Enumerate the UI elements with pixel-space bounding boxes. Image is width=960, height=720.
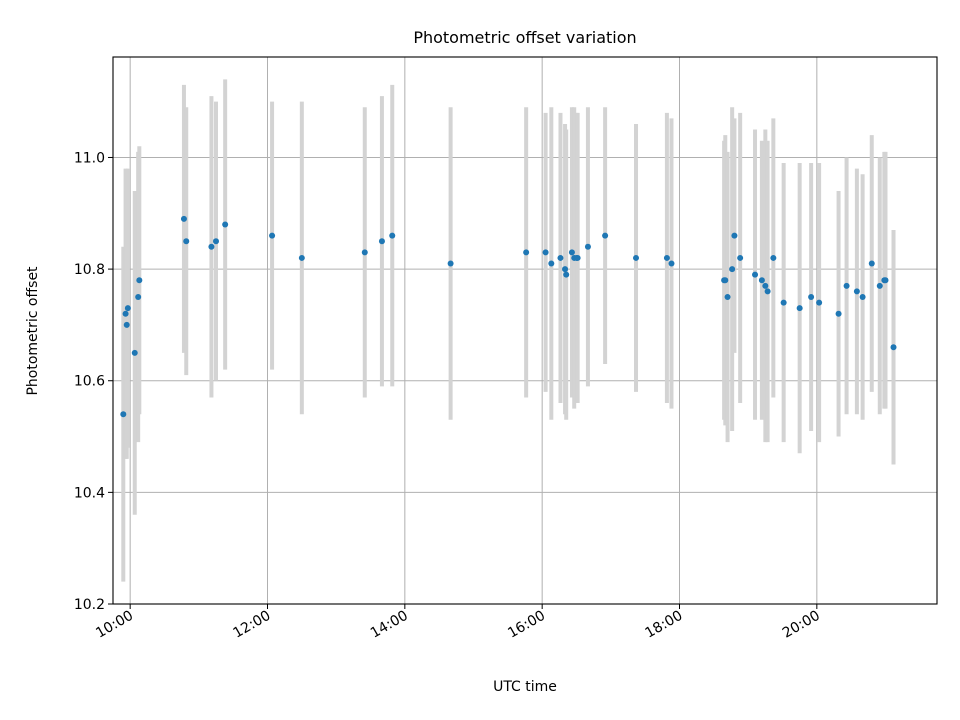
chart-title: Photometric offset variation: [413, 28, 636, 47]
data-point: [737, 254, 744, 261]
data-point: [389, 232, 396, 239]
data-point: [729, 266, 736, 273]
data-point: [602, 232, 609, 239]
data-point: [843, 282, 850, 289]
y-tick-label: 10.8: [74, 262, 105, 278]
data-point: [584, 243, 591, 250]
data-point: [447, 260, 454, 267]
data-point: [124, 305, 131, 312]
data-points: [120, 215, 897, 418]
data-point: [548, 260, 555, 267]
data-point: [853, 288, 860, 295]
data-point: [269, 232, 276, 239]
data-point: [574, 254, 581, 261]
data-point: [123, 321, 130, 328]
data-point: [222, 221, 229, 228]
data-point: [120, 411, 127, 418]
data-point: [724, 294, 731, 301]
data-point: [796, 305, 803, 312]
data-point: [523, 249, 530, 256]
data-point: [882, 277, 889, 284]
y-tick-label: 10.6: [74, 374, 105, 390]
data-point: [180, 215, 187, 222]
data-point: [131, 349, 138, 356]
data-point: [563, 271, 570, 278]
data-point: [568, 249, 575, 256]
data-point: [868, 260, 875, 267]
data-point: [876, 282, 883, 289]
data-point: [208, 243, 215, 250]
data-point: [213, 238, 219, 245]
data-point: [122, 310, 129, 317]
data-point: [780, 299, 787, 306]
data-point: [731, 232, 738, 239]
y-tick-label: 10.4: [74, 485, 105, 501]
data-point: [557, 254, 564, 261]
data-point: [808, 294, 815, 301]
data-point: [835, 310, 842, 317]
data-point: [136, 277, 143, 284]
data-point: [764, 288, 771, 295]
data-point: [722, 277, 729, 284]
y-tick-label: 11.0: [74, 150, 105, 166]
x-axis-label: UTC time: [493, 679, 557, 695]
data-point: [361, 249, 368, 256]
data-point: [752, 271, 759, 278]
data-point: [890, 344, 897, 351]
data-point: [816, 299, 823, 306]
data-point: [758, 277, 765, 284]
y-axis-label: Photometric offset: [25, 266, 41, 396]
data-point: [298, 254, 305, 261]
data-point: [562, 266, 569, 273]
data-point: [762, 282, 769, 289]
data-point: [663, 254, 670, 261]
data-point: [378, 238, 385, 245]
y-tick-label: 10.2: [74, 597, 105, 613]
data-point: [542, 249, 549, 256]
data-point: [633, 254, 640, 261]
data-point: [770, 254, 777, 261]
data-point: [668, 260, 675, 267]
y-axis-ticks: 10.2 10.4 10.6 10.8 11.0: [74, 150, 113, 613]
data-point: [859, 294, 866, 301]
data-point: [135, 294, 142, 301]
plot-area-frame: [112, 56, 938, 605]
data-point: [183, 238, 190, 245]
